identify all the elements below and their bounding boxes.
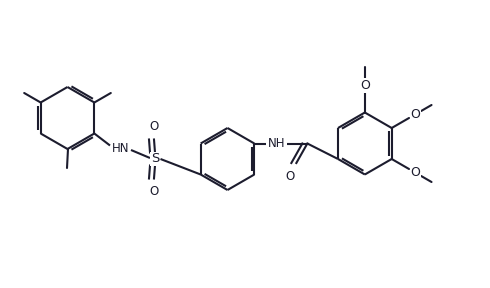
Text: S: S (151, 153, 159, 166)
Text: O: O (360, 79, 370, 92)
Text: O: O (149, 185, 159, 198)
Text: NH: NH (268, 137, 285, 150)
Text: O: O (286, 170, 295, 183)
Text: O: O (149, 120, 159, 133)
Text: O: O (410, 108, 420, 121)
Text: O: O (410, 166, 420, 179)
Text: HN: HN (112, 143, 130, 156)
